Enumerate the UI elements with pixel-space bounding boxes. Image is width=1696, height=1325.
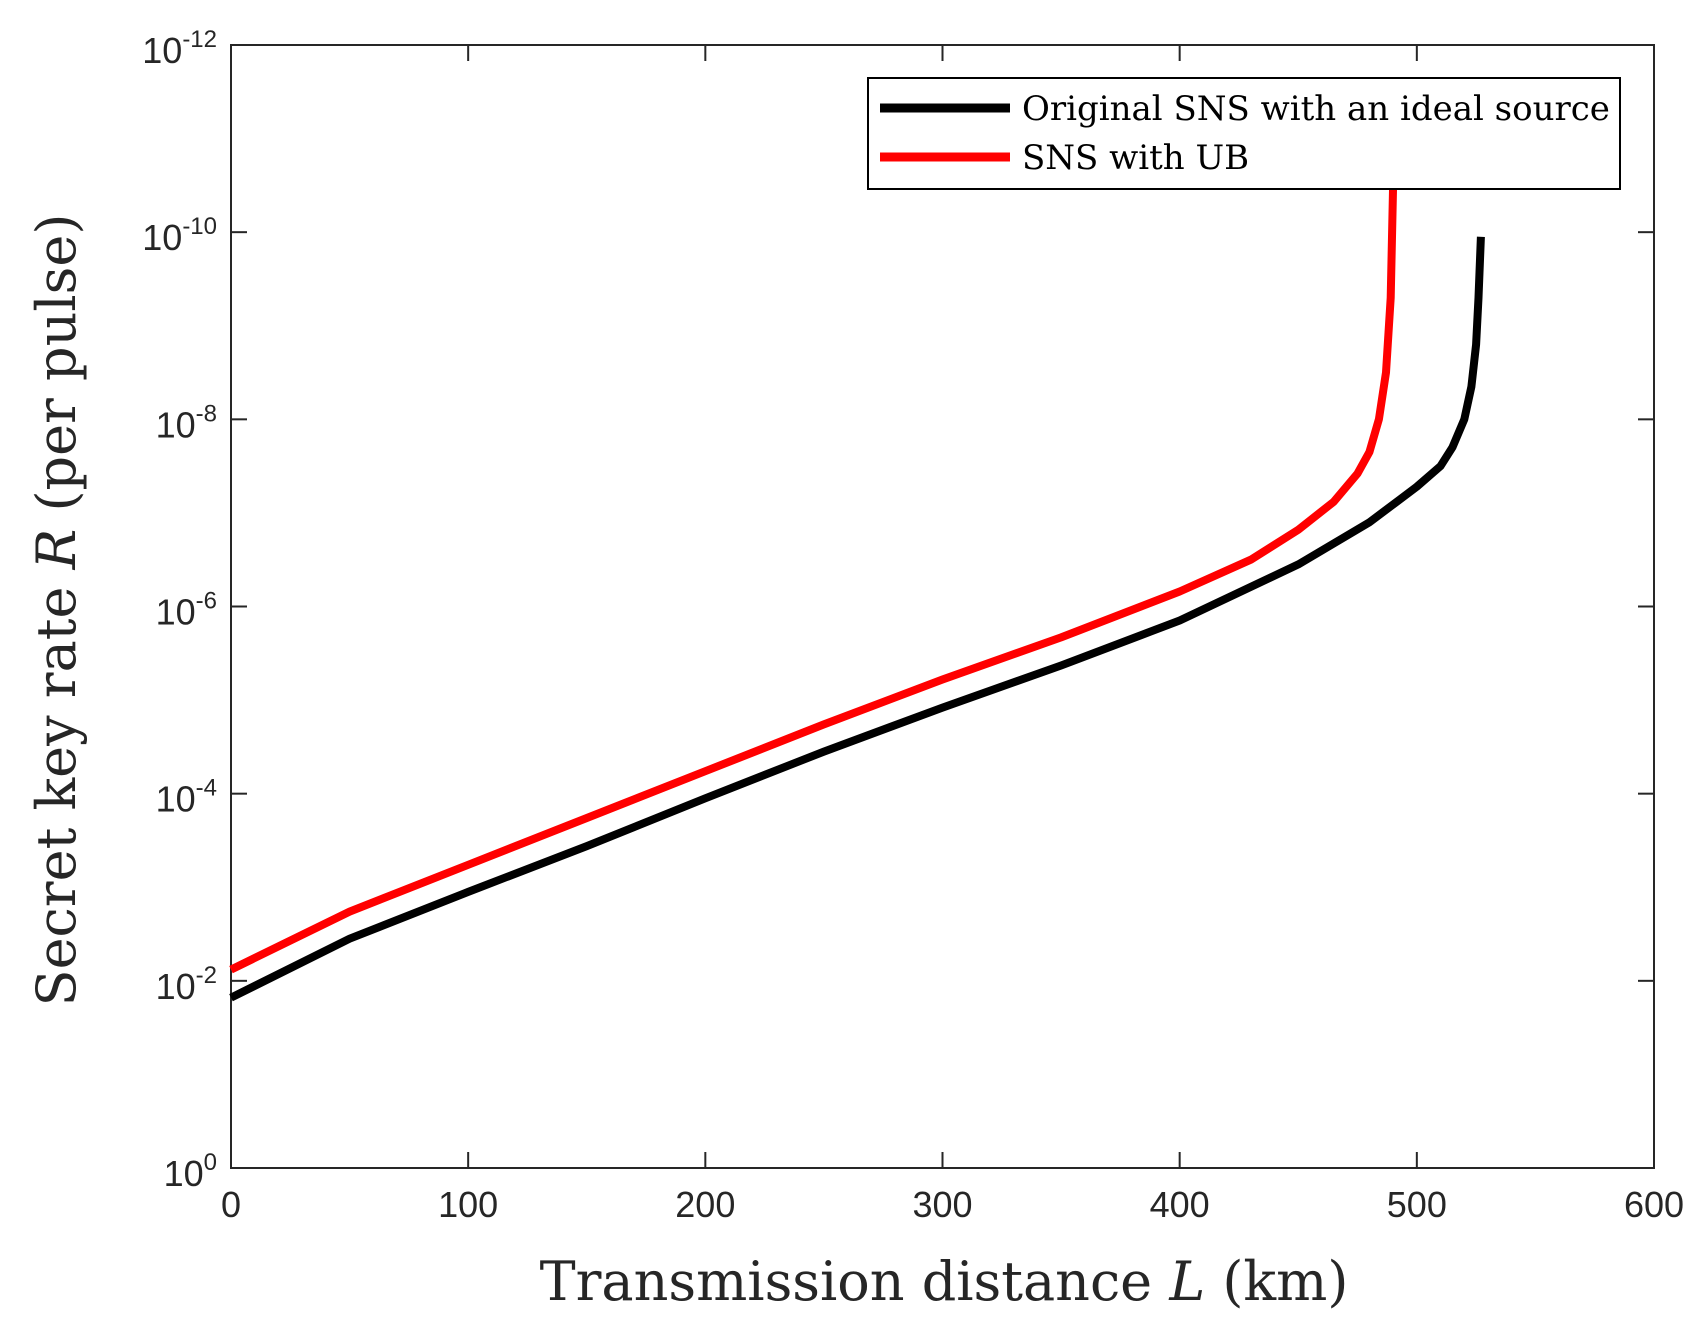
legend: Original SNS with an ideal source SNS wi… xyxy=(867,77,1621,190)
legend-label-original-sns: Original SNS with an ideal source xyxy=(1022,89,1610,129)
x-axis-title-text: Transmission distance xyxy=(540,1250,1170,1313)
y-axis-title: Secret key rate R (per pulse) xyxy=(25,214,88,1007)
y-tick-label: 10-12 xyxy=(142,26,217,71)
x-tick-label: 400 xyxy=(1150,1184,1210,1225)
series-line-original-sns xyxy=(229,236,1485,1002)
x-axis-title-unit: (km) xyxy=(1205,1250,1348,1313)
plot-area xyxy=(229,44,1655,1169)
legend-box xyxy=(867,77,1621,190)
x-tick-label: 500 xyxy=(1387,1184,1447,1225)
y-tick-labels: 100 10-2 10-4 10-6 10-8 10-10 10-12 xyxy=(142,26,217,1194)
y-tick-label: 10-10 xyxy=(142,213,217,258)
x-major-ticks xyxy=(230,45,1655,1168)
x-tick-label: 100 xyxy=(438,1184,498,1225)
x-axis-title: Transmission distance L (km) xyxy=(540,1250,1349,1313)
y-tick-label: 10-2 xyxy=(156,962,217,1007)
y-axis-title-var: R xyxy=(25,529,88,571)
x-axis-title-var: L xyxy=(1168,1250,1205,1313)
series-line-sns-ub xyxy=(229,185,1398,974)
y-tick-label: 100 xyxy=(164,1149,217,1194)
y-tick-label: 10-6 xyxy=(156,588,217,633)
y-axis-title-text: Secret key rate xyxy=(25,569,88,1006)
axes-box xyxy=(230,44,1655,1169)
legend-label-sns-ub: SNS with UB xyxy=(1022,138,1249,178)
y-tick-label: 10-8 xyxy=(156,400,217,445)
series-lines xyxy=(229,185,1485,1002)
x-tick-labels: 0 100 200 300 400 500 600 xyxy=(221,1184,1684,1225)
x-tick-label: 300 xyxy=(912,1184,972,1225)
x-tick-label: 200 xyxy=(675,1184,735,1225)
x-tick-label: 0 xyxy=(221,1184,241,1225)
y-axis-title-unit: (per pulse) xyxy=(25,214,88,529)
y-tick-label: 10-4 xyxy=(156,775,217,820)
x-tick-label: 600 xyxy=(1624,1184,1684,1225)
y-major-ticks xyxy=(231,44,1654,1169)
